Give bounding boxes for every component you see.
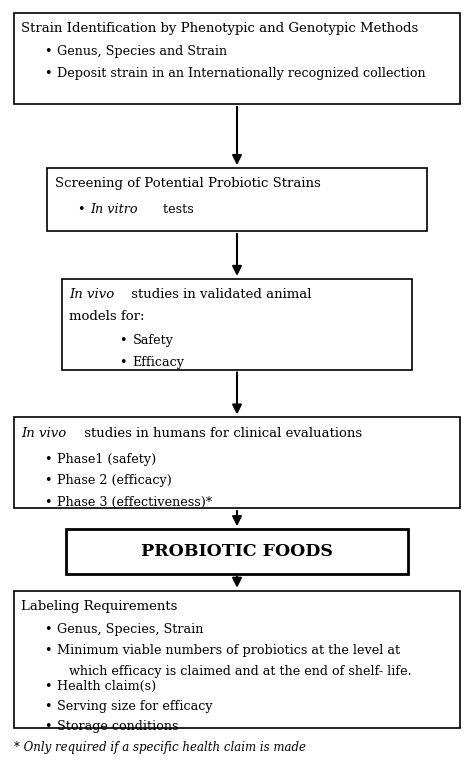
Text: Phase 3 (effectiveness)*: Phase 3 (effectiveness)* — [57, 496, 212, 509]
Text: •: • — [44, 700, 51, 713]
Bar — [14, 417, 460, 508]
Text: Storage conditions: Storage conditions — [57, 720, 178, 733]
Text: •: • — [44, 644, 51, 658]
Text: •: • — [44, 496, 51, 509]
Text: Genus, Species and Strain: Genus, Species and Strain — [57, 45, 227, 59]
Bar — [66, 529, 408, 574]
Text: Efficacy: Efficacy — [133, 356, 185, 369]
Text: Screening of Potential Probiotic Strains: Screening of Potential Probiotic Strains — [55, 177, 320, 190]
Bar — [62, 279, 412, 370]
Text: In vitro: In vitro — [90, 203, 137, 216]
Text: Safety: Safety — [133, 334, 173, 347]
Text: •: • — [119, 334, 127, 347]
Bar — [47, 168, 427, 231]
Text: •: • — [44, 680, 51, 693]
Text: •: • — [44, 67, 51, 80]
Text: Genus, Species, Strain: Genus, Species, Strain — [57, 623, 203, 636]
Text: In vivo: In vivo — [21, 427, 66, 440]
Text: * Only required if a specific health claim is made: * Only required if a specific health cla… — [14, 741, 306, 754]
Text: •: • — [44, 720, 51, 733]
Text: Serving size for efficacy: Serving size for efficacy — [57, 700, 212, 713]
Text: In vivo: In vivo — [69, 288, 114, 301]
Text: Labeling Requirements: Labeling Requirements — [21, 600, 178, 613]
Text: tests: tests — [151, 203, 194, 216]
Text: •: • — [77, 203, 84, 216]
Text: Health claim(s): Health claim(s) — [57, 680, 156, 693]
Text: •: • — [44, 474, 51, 487]
Bar — [14, 13, 460, 104]
Text: which efficacy is claimed and at the end of shelf- life.: which efficacy is claimed and at the end… — [69, 665, 411, 678]
Text: •: • — [119, 356, 127, 369]
Bar — [14, 591, 460, 728]
Text: Deposit strain in an Internationally recognized collection: Deposit strain in an Internationally rec… — [57, 67, 426, 80]
Text: models for:: models for: — [69, 310, 144, 323]
Text: •: • — [44, 45, 51, 59]
Text: Minimum viable numbers of probiotics at the level at: Minimum viable numbers of probiotics at … — [57, 644, 400, 658]
Text: studies in humans for clinical evaluations: studies in humans for clinical evaluatio… — [80, 427, 362, 440]
Text: Phase 2 (efficacy): Phase 2 (efficacy) — [57, 474, 172, 487]
Text: studies in validated animal: studies in validated animal — [127, 288, 311, 301]
Text: •: • — [44, 623, 51, 636]
Text: PROBIOTIC FOODS: PROBIOTIC FOODS — [141, 543, 333, 560]
Text: •: • — [44, 453, 51, 466]
Text: Phase1 (safety): Phase1 (safety) — [57, 453, 156, 466]
Text: Strain Identification by Phenotypic and Genotypic Methods: Strain Identification by Phenotypic and … — [21, 22, 419, 35]
